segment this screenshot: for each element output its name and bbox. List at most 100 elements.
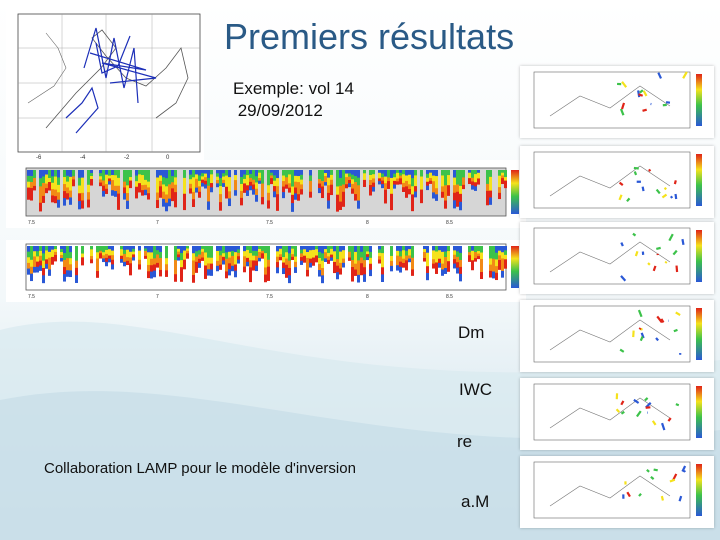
curtain-stripe: [234, 264, 237, 272]
curtain-stripe: [318, 174, 321, 180]
curtain-stripe: [432, 181, 435, 188]
curtain-stripe: [246, 253, 249, 259]
curtain-stripe: [156, 258, 159, 264]
curtain-stripe: [387, 170, 390, 175]
curtain-stripe: [60, 246, 63, 250]
curtain-stripe: [36, 256, 39, 263]
curtain-stripe: [336, 186, 339, 196]
curtain-stripe: [27, 251, 30, 258]
curtain-stripe: [369, 185, 372, 191]
curtain-stripe: [102, 252, 105, 256]
curtain-stripe: [210, 170, 213, 175]
curtain-stripe: [102, 258, 105, 263]
curtain-stripe: [459, 193, 462, 203]
curtain-stripe: [378, 172, 381, 177]
curtain-stripe: [30, 188, 33, 195]
curtain-stripe: [321, 186, 324, 193]
curtain-stripe: [369, 180, 372, 186]
curtain-stripe: [42, 182, 45, 190]
curtain-stripe: [312, 249, 315, 255]
curtain-stripe: [195, 170, 198, 175]
curtain-stripe: [183, 259, 186, 265]
curtain-stripe: [315, 255, 318, 260]
track-segment: [675, 265, 679, 273]
curtain-stripe: [225, 258, 228, 266]
curtain-stripe: [366, 254, 369, 258]
curtain-stripe: [453, 177, 456, 186]
curtain-stripe: [69, 183, 72, 192]
curtain-stripe: [237, 246, 240, 250]
curtain-stripe: [141, 170, 144, 176]
curtain-stripe: [378, 252, 381, 257]
curtain-stripe: [198, 186, 201, 193]
curtain-stripe: [261, 170, 264, 178]
curtain-stripe: [393, 184, 396, 189]
curtain-stripe: [324, 252, 327, 256]
curtain-stripe: [72, 179, 75, 184]
track-segment: [655, 337, 659, 342]
curtain-stripe: [309, 258, 312, 264]
curtain-stripe: [45, 179, 48, 185]
curtain-stripe: [330, 170, 333, 176]
curtain-stripe: [147, 264, 150, 272]
curtain-stripe: [45, 263, 48, 269]
curtain-stripe: [384, 196, 387, 204]
curtain-stripe: [303, 258, 306, 263]
curtain-stripe: [432, 170, 435, 177]
map-panel-2: [520, 146, 714, 218]
track-segment: [621, 81, 628, 88]
curtain-stripe: [132, 248, 135, 253]
curtain-stripe: [486, 197, 489, 206]
curtain-stripe: [378, 256, 381, 261]
curtain-stripe: [489, 183, 492, 192]
slide-subtitle: Exemple: vol 14 29/09/2012: [233, 78, 354, 122]
curtain-stripe: [105, 253, 108, 259]
curtain-stripe: [63, 246, 66, 254]
curtain-stripe: [123, 246, 126, 251]
curtain-stripe: [39, 255, 42, 262]
curtain-stripe: [297, 170, 300, 177]
curtain-stripe: [219, 264, 222, 270]
curtain-stripe: [60, 249, 63, 253]
curtain-stripe: [348, 183, 351, 188]
curtain-stripe: [144, 248, 147, 252]
curtain-stripe: [270, 170, 273, 174]
curtain-stripe: [408, 174, 411, 181]
curtain-stripe: [339, 262, 342, 269]
curtain-stripe: [147, 246, 150, 253]
curtain-stripe: [195, 187, 198, 193]
curtain-stripe: [90, 246, 93, 250]
curtain-stripe: [30, 266, 33, 275]
curtain-stripe: [150, 252, 153, 260]
curtain-stripe: [327, 170, 330, 179]
curtain-stripe: [111, 185, 114, 191]
curtain-stripe: [75, 275, 78, 283]
curtain-stripe: [198, 258, 201, 264]
track-segment: [660, 318, 665, 323]
curtain-stripe: [408, 246, 411, 250]
curtain-stripe: [411, 257, 414, 265]
svg-text:-2: -2: [124, 155, 130, 160]
flight-trajectory-plot: -6 -4 -2 0: [6, 8, 204, 161]
track-segment: [674, 193, 678, 200]
curtain-stripe: [222, 246, 225, 251]
curtain-stripe: [492, 258, 495, 266]
curtain-stripe: [51, 189, 54, 196]
curtain-stripe: [39, 186, 42, 196]
curtain-stripe: [378, 259, 381, 264]
curtain-stripe: [378, 249, 381, 254]
track-segment: [619, 348, 625, 353]
curtain-stripe: [225, 181, 228, 188]
curtain-stripe: [204, 252, 207, 260]
curtain-stripe: [117, 177, 120, 187]
track-segment: [619, 108, 625, 116]
curtain-stripe: [81, 249, 84, 255]
curtain-stripe: [330, 174, 333, 181]
curtain-stripe: [432, 246, 435, 251]
curtain-stripe: [231, 265, 234, 272]
curtain-stripe: [369, 246, 372, 253]
curtain-stripe: [267, 266, 270, 275]
curtain-stripe: [54, 254, 57, 259]
curtain-stripe: [156, 250, 159, 255]
curtain-stripe: [129, 177, 132, 182]
